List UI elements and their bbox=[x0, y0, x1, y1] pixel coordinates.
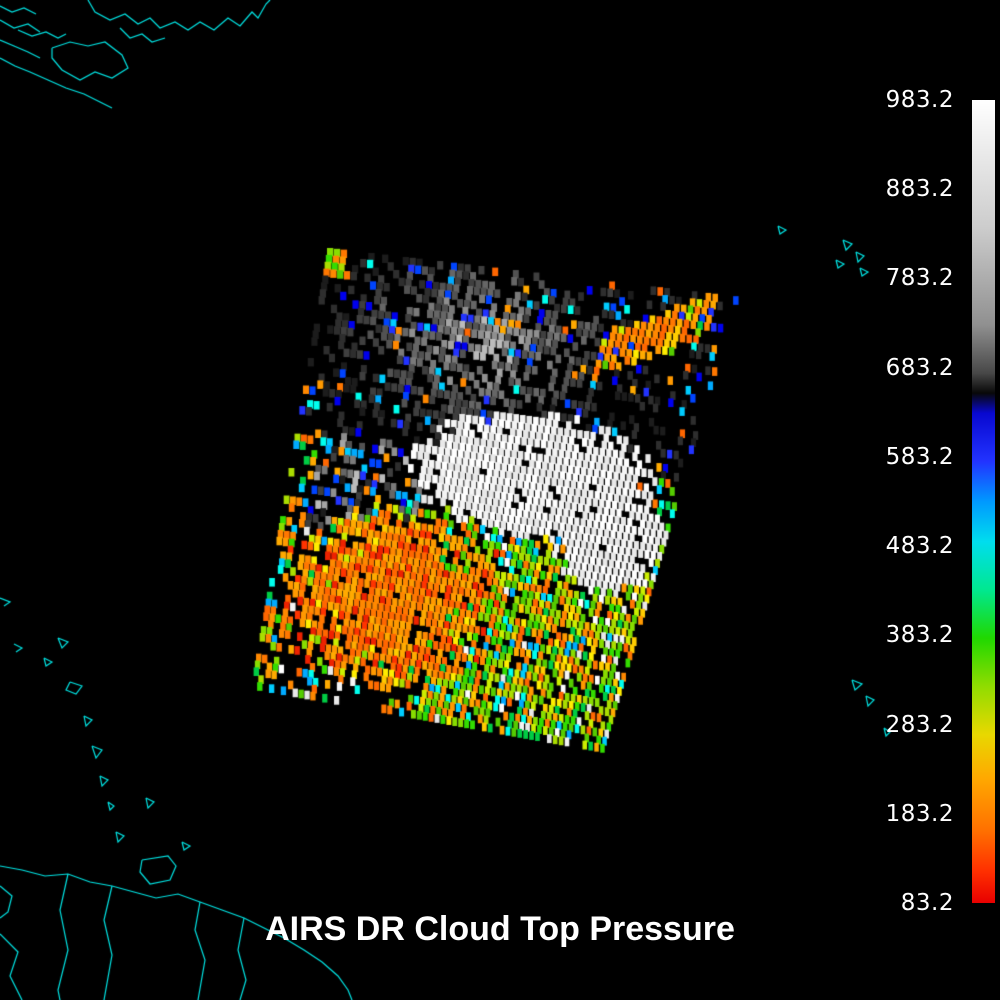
map-title: AIRS DR Cloud Top Pressure bbox=[265, 910, 735, 948]
colorbar-gradient bbox=[972, 100, 995, 903]
